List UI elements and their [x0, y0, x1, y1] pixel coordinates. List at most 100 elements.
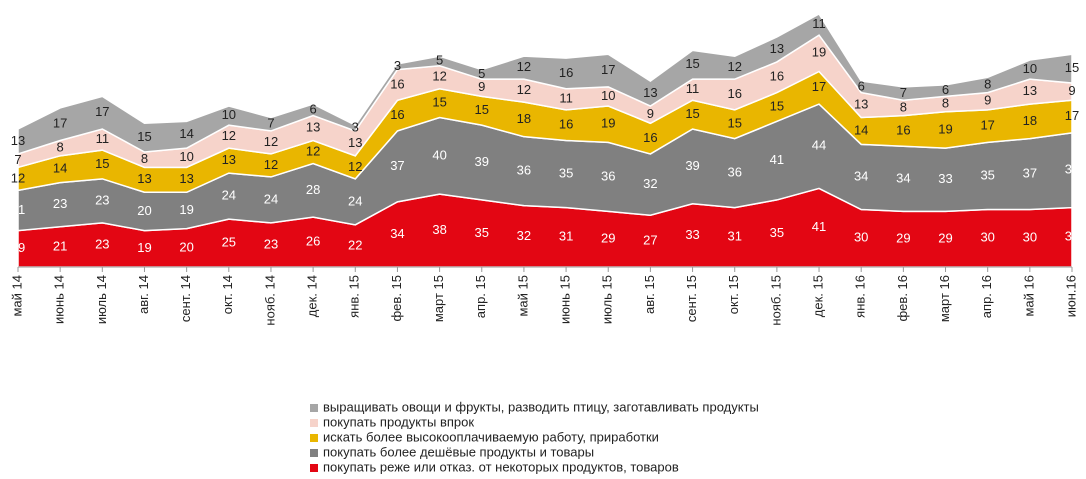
- value-label: 15: [475, 102, 489, 117]
- x-tick-label: июнь 14: [52, 275, 67, 324]
- value-label: 11: [812, 16, 826, 31]
- value-label: 8: [141, 151, 148, 166]
- value-label: 11: [96, 131, 110, 146]
- value-label: 6: [858, 78, 865, 93]
- legend-label: покупать реже или отказ. от некоторых пр…: [323, 459, 679, 474]
- legend-swatch: [310, 434, 318, 442]
- value-label: 15: [432, 95, 446, 110]
- value-label: 15: [727, 116, 741, 131]
- value-label: 7: [14, 152, 21, 167]
- value-label: 30: [1023, 230, 1037, 245]
- value-label: 16: [559, 117, 573, 132]
- x-tick-label: июль 14: [94, 275, 109, 324]
- value-label: 3: [352, 119, 359, 134]
- value-label: 3: [394, 58, 401, 73]
- value-label: 29: [896, 231, 910, 246]
- value-label: 40: [432, 147, 446, 162]
- value-label: 37: [1023, 165, 1037, 180]
- x-tick-label: окт. 15: [726, 275, 741, 314]
- value-label: 15: [685, 56, 699, 71]
- value-label: 8: [57, 140, 64, 155]
- value-label: 33: [685, 227, 699, 242]
- value-label: 29: [938, 231, 952, 246]
- value-label: 31: [559, 229, 573, 244]
- legend-label: покупать более дешёвые продукты и товары: [323, 444, 594, 459]
- value-label: 13: [1023, 83, 1037, 98]
- value-label: 24: [348, 193, 362, 208]
- value-label: 9: [984, 93, 991, 108]
- value-label: 12: [306, 143, 320, 158]
- value-label: 19: [601, 116, 615, 131]
- legend-label: выращивать овощи и фрукты, разводить пти…: [323, 399, 759, 414]
- value-label: 16: [896, 122, 910, 137]
- value-label: 29: [601, 231, 615, 246]
- value-label: 6: [310, 101, 317, 116]
- value-label: 26: [306, 234, 320, 249]
- x-tick-label: окт. 14: [220, 275, 235, 314]
- value-label: 14: [854, 122, 868, 137]
- value-label: 15: [1065, 60, 1079, 75]
- value-label: 36: [601, 168, 615, 183]
- value-label: 10: [222, 107, 236, 122]
- x-tick-label: май 14: [9, 275, 24, 317]
- value-label: 35: [559, 165, 573, 180]
- value-label: 13: [348, 135, 362, 150]
- value-label: 17: [812, 79, 826, 94]
- value-label: 36: [517, 163, 531, 178]
- value-label: 33: [938, 171, 952, 186]
- x-tick-label: май 15: [515, 275, 530, 317]
- value-label: 8: [900, 99, 907, 114]
- value-label: 15: [95, 156, 109, 171]
- value-label: 17: [53, 116, 67, 131]
- value-label: 13: [854, 96, 868, 111]
- value-label: 10: [1023, 61, 1037, 76]
- x-tick-label: фев. 15: [389, 275, 404, 322]
- value-label: 13: [11, 133, 25, 148]
- value-label: 17: [1065, 108, 1079, 123]
- x-tick-label: янв. 15: [347, 275, 362, 318]
- x-tick-label: март 15: [431, 275, 446, 322]
- value-label: 18: [517, 111, 531, 126]
- legend-label: искать более высокооплачиваемую работу, …: [323, 429, 659, 444]
- x-tick-label: июнь 15: [558, 275, 573, 324]
- legend-swatch: [310, 464, 318, 472]
- value-label: 12: [517, 82, 531, 97]
- value-label: 12: [264, 157, 278, 172]
- value-label: 34: [896, 170, 910, 185]
- x-tick-label: авг. 15: [642, 275, 657, 314]
- value-label: 19: [179, 202, 193, 217]
- value-label: 11: [686, 81, 700, 96]
- value-label: 19: [938, 121, 952, 136]
- x-tick-label: апр. 15: [473, 275, 488, 318]
- value-label: 41: [770, 152, 784, 167]
- value-label: 35: [475, 225, 489, 240]
- value-label: 34: [854, 168, 868, 183]
- value-label: 15: [685, 106, 699, 121]
- value-label: 32: [517, 228, 531, 243]
- x-tick-label: май 16: [1021, 275, 1036, 317]
- legend: выращивать овощи и фрукты, разводить пти…: [310, 399, 759, 474]
- value-label: 12: [11, 170, 25, 185]
- value-label: 5: [478, 66, 485, 81]
- value-label: 13: [643, 85, 657, 100]
- value-label: 13: [137, 171, 151, 186]
- value-label: 39: [685, 158, 699, 173]
- value-label: 19: [137, 240, 151, 255]
- x-tick-label: дек. 14: [305, 275, 320, 317]
- value-label: 15: [137, 129, 151, 144]
- legend-swatch: [310, 419, 318, 427]
- value-label: 16: [770, 69, 784, 84]
- value-label: 18: [1023, 113, 1037, 128]
- value-label: 22: [348, 237, 362, 252]
- value-label: 31: [1065, 229, 1079, 244]
- value-label: 35: [770, 225, 784, 240]
- value-label: 17: [601, 62, 615, 77]
- value-label: 21: [11, 202, 25, 217]
- x-tick-label: авг. 14: [136, 275, 151, 314]
- value-label: 6: [942, 82, 949, 97]
- legend-label: покупать продукты впрок: [323, 414, 474, 429]
- value-label: 9: [1068, 83, 1075, 98]
- value-label: 7: [267, 116, 274, 131]
- value-label: 7: [900, 85, 907, 100]
- value-label: 10: [601, 88, 615, 103]
